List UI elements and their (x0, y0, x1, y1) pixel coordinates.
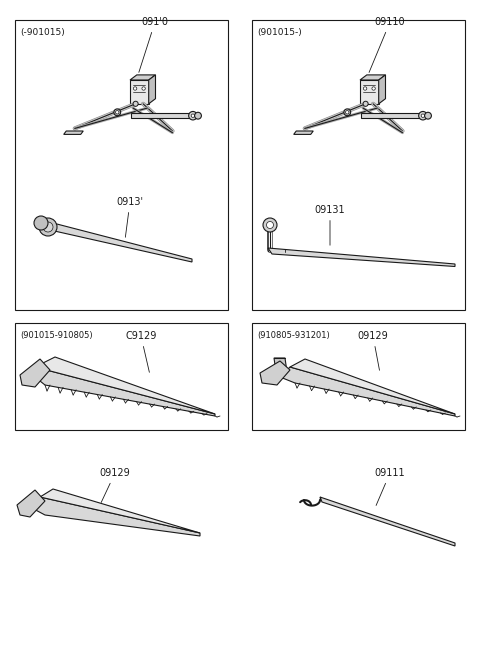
Polygon shape (260, 361, 290, 385)
Polygon shape (17, 490, 45, 517)
Circle shape (142, 87, 145, 90)
Text: (-901015): (-901015) (20, 28, 65, 37)
Polygon shape (64, 131, 83, 135)
Circle shape (346, 110, 349, 114)
Polygon shape (132, 113, 190, 118)
Polygon shape (130, 75, 156, 80)
Polygon shape (149, 75, 156, 104)
Circle shape (39, 218, 57, 236)
Polygon shape (274, 358, 287, 372)
Bar (15, 323, 228, 430)
Polygon shape (360, 75, 385, 80)
Text: (901015-910805): (901015-910805) (20, 331, 93, 340)
Text: 09129: 09129 (358, 331, 388, 371)
Circle shape (114, 109, 120, 116)
Polygon shape (361, 113, 420, 118)
Text: 09111: 09111 (375, 468, 405, 505)
Polygon shape (130, 80, 149, 104)
Polygon shape (379, 75, 385, 104)
Polygon shape (290, 359, 455, 414)
Text: C9129: C9129 (125, 331, 156, 373)
Polygon shape (30, 497, 200, 536)
Polygon shape (20, 359, 50, 387)
Circle shape (363, 87, 367, 90)
Text: 0913': 0913' (117, 197, 144, 237)
Circle shape (133, 87, 137, 90)
Polygon shape (50, 223, 192, 262)
Circle shape (266, 221, 274, 229)
Text: 091'0: 091'0 (139, 17, 168, 72)
Polygon shape (35, 367, 215, 416)
Bar (15, 20, 228, 310)
Bar (252, 20, 465, 310)
Text: 09110: 09110 (369, 17, 405, 72)
Polygon shape (320, 497, 455, 546)
Circle shape (344, 109, 351, 116)
Circle shape (421, 114, 425, 118)
Polygon shape (294, 131, 313, 135)
Circle shape (194, 112, 202, 119)
Text: 09131: 09131 (315, 205, 345, 245)
Polygon shape (35, 357, 215, 414)
Circle shape (43, 222, 53, 232)
Circle shape (34, 216, 48, 230)
Circle shape (425, 112, 432, 119)
Circle shape (372, 87, 375, 90)
Circle shape (133, 101, 138, 106)
Bar (252, 323, 465, 430)
Polygon shape (40, 489, 200, 533)
Polygon shape (360, 80, 379, 104)
Polygon shape (280, 367, 455, 416)
Text: 09129: 09129 (100, 468, 131, 503)
Text: (910805-931201): (910805-931201) (257, 331, 330, 340)
Circle shape (363, 101, 368, 106)
Circle shape (419, 112, 427, 120)
Circle shape (191, 114, 194, 118)
Circle shape (263, 218, 277, 232)
Circle shape (189, 112, 197, 120)
Circle shape (116, 110, 119, 114)
Polygon shape (268, 248, 455, 267)
Text: (901015-): (901015-) (257, 28, 302, 37)
